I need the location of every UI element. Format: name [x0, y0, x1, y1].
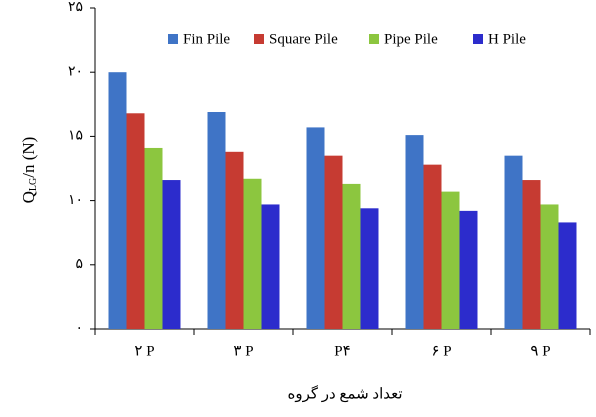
- bar: [522, 180, 541, 329]
- y-tick-label: ۵: [75, 257, 83, 272]
- legend-label: Square Pile: [269, 31, 338, 47]
- bar: [144, 147, 163, 329]
- x-tick-label: ۶ P: [431, 343, 451, 359]
- bar: [162, 180, 181, 329]
- bar: [504, 155, 523, 329]
- bar: [459, 210, 478, 329]
- legend-swatch: [254, 34, 264, 44]
- legend-label: Fin Pile: [183, 31, 230, 47]
- legend-swatch: [168, 34, 178, 44]
- bar: [108, 72, 127, 329]
- bar: [306, 127, 325, 329]
- legend-label: H Pile: [488, 31, 526, 47]
- y-tick-label: ۱۰: [68, 193, 83, 208]
- y-axis-label: QLG/n (N): [19, 137, 39, 204]
- bar: [243, 178, 262, 329]
- bar: [405, 135, 424, 329]
- bar: [360, 208, 379, 329]
- bar: [441, 191, 460, 329]
- bar: [207, 112, 226, 329]
- x-tick-label: ۲ P: [134, 343, 154, 359]
- legend-swatch: [473, 34, 483, 44]
- bar: [225, 151, 244, 329]
- bar: [540, 204, 559, 329]
- legend-swatch: [369, 34, 379, 44]
- bar: [342, 183, 361, 329]
- x-axis-label: تعداد شمع در گروه: [287, 384, 402, 402]
- legend-label: Pipe Pile: [384, 31, 438, 47]
- y-tick-label: ۰: [75, 321, 83, 336]
- x-tick-label: ۳ P: [233, 343, 253, 359]
- x-tick-label: P۴: [334, 343, 350, 359]
- y-label-rest: /n (N): [19, 137, 38, 178]
- bar: [423, 164, 442, 329]
- bar: [261, 204, 280, 329]
- y-tick-label: ۲۰: [68, 64, 83, 79]
- bar: [558, 222, 577, 329]
- x-tick-label: ۹ P: [530, 343, 550, 359]
- bar: [126, 113, 145, 330]
- bar: [324, 155, 343, 329]
- y-label-main: Q: [19, 191, 38, 203]
- y-tick-label: ۲۵: [68, 0, 83, 15]
- y-label-sub: LG: [28, 178, 39, 191]
- y-tick-label: ۱۵: [68, 129, 83, 144]
